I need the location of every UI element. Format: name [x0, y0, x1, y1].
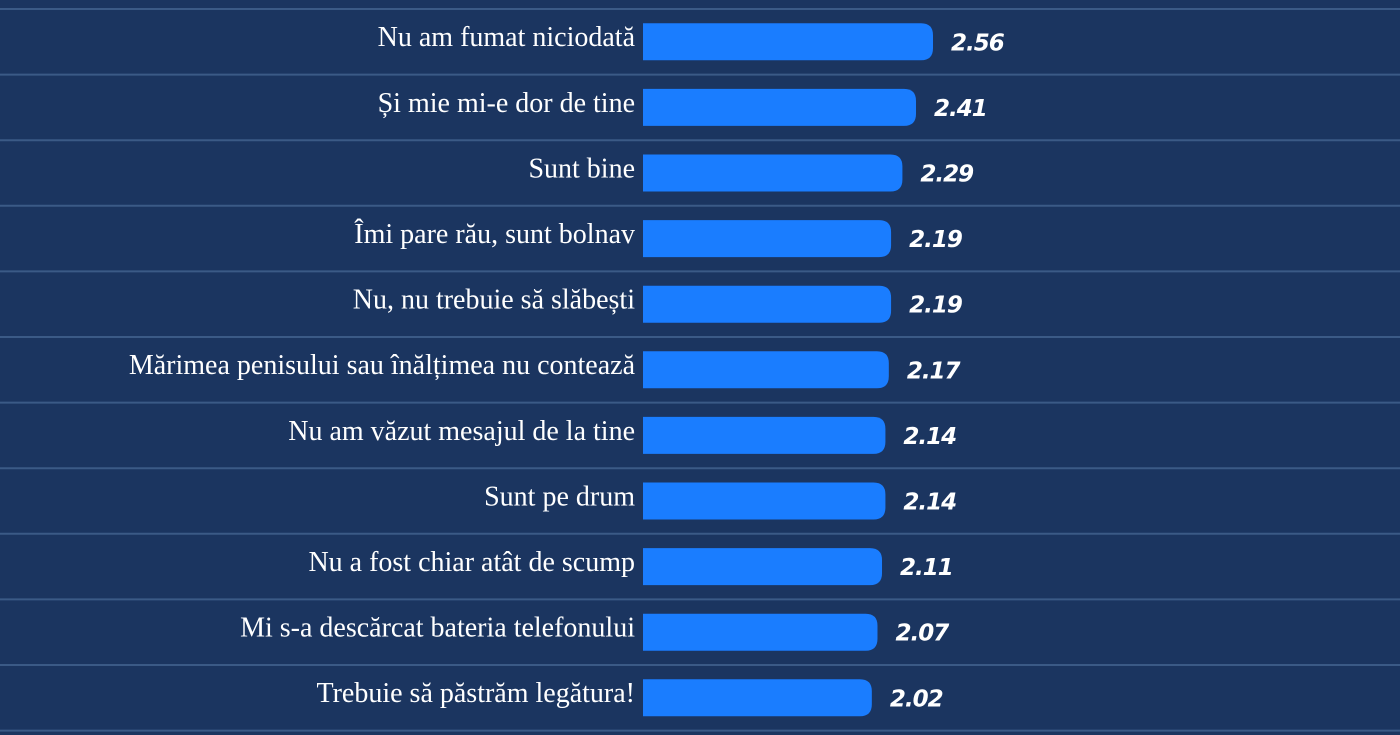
value-label: 2.07: [895, 621, 949, 647]
category-label: Sunt bine: [528, 153, 635, 184]
value-label: 2.14: [903, 490, 956, 516]
category-label: Sunt pe drum: [484, 481, 635, 512]
value-label: 2.17: [907, 358, 961, 384]
value-label: 2.56: [951, 30, 1005, 56]
bar: [643, 679, 872, 717]
bar: [643, 154, 903, 192]
bar: [643, 351, 889, 389]
category-label: Nu am fumat niciodată: [378, 22, 636, 53]
bar: [643, 88, 917, 126]
value-label: 2.41: [934, 96, 987, 122]
bar: [643, 220, 892, 258]
category-label: Trebuie să păstrăm legătura!: [316, 678, 635, 709]
bar: [643, 482, 886, 520]
bar: [643, 613, 878, 651]
category-label: Nu am văzut mesajul de la tine: [288, 416, 635, 447]
category-label: Și mie mi-e dor de tine: [378, 88, 635, 119]
category-label: Nu, nu trebuie să slăbești: [353, 285, 635, 316]
value-label: 2.11: [900, 555, 953, 581]
value-label: 2.29: [920, 162, 973, 188]
bar: [643, 416, 886, 454]
bar: [643, 548, 883, 586]
category-label: Mi s-a descărcat bateria telefonului: [240, 613, 635, 644]
bar: [643, 285, 892, 323]
category-label: Îmi pare rău, sunt bolnav: [354, 219, 635, 250]
bar: [643, 23, 933, 61]
category-label: Nu a fost chiar atât de scump: [308, 547, 635, 578]
value-label: 2.19: [909, 227, 962, 253]
value-label: 2.02: [890, 686, 943, 712]
value-label: 2.19: [909, 293, 962, 319]
value-label: 2.14: [903, 424, 956, 450]
category-label: Mărimea penisului sau înălțimea nu conte…: [129, 350, 636, 381]
